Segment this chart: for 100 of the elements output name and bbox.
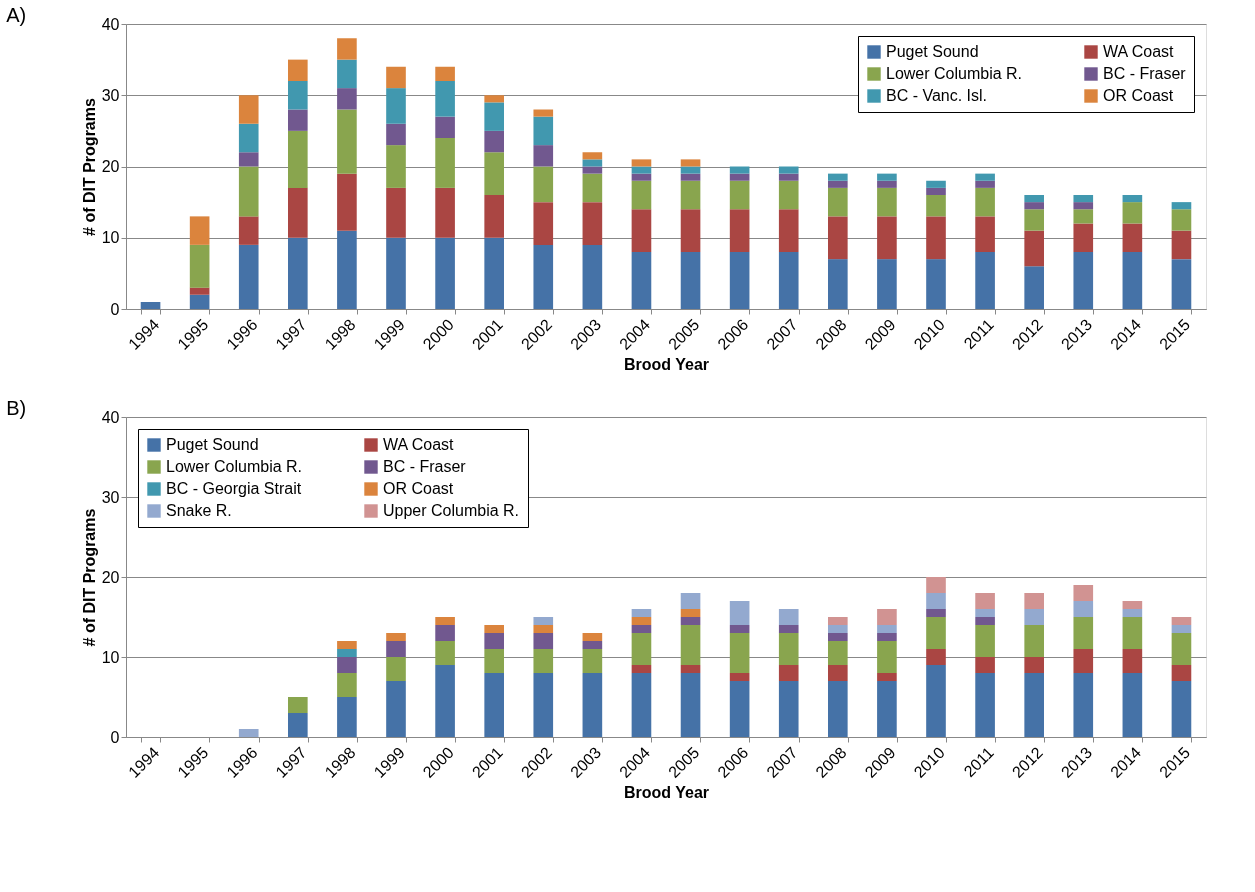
bar [631,665,652,673]
bar [533,617,554,625]
x-axis-title: Brood Year [623,355,710,373]
bar [778,209,799,252]
legend-label: Upper Columbia R. [383,502,520,519]
bar [189,244,210,288]
bar [484,673,504,737]
bar [1024,202,1044,210]
y-tick-label: 40 [101,15,120,33]
bar [533,166,554,203]
bar [975,173,995,181]
bar [484,152,504,195]
bar [533,202,554,245]
bar [1024,593,1044,609]
bar [778,681,799,737]
bar [582,673,603,737]
legend-label: Snake R. [166,502,232,519]
bar [435,138,455,188]
bar [484,95,504,103]
bar [877,609,897,625]
bar [337,697,357,737]
bar [337,230,357,309]
y-tick-label: 10 [101,229,120,247]
bar [1073,673,1094,737]
bar [435,116,455,138]
bar [1073,195,1094,203]
bar [877,216,897,260]
bar [1024,230,1044,267]
bar [337,88,357,110]
bar [1073,617,1094,649]
bar [1171,681,1192,737]
bar [680,180,701,210]
bar [1122,252,1143,309]
bar [484,633,504,649]
bar [1122,609,1143,617]
bar [337,109,357,174]
bar [1171,230,1192,260]
bar [1171,209,1192,231]
bar [926,609,946,617]
bar [1122,617,1143,649]
bar [533,116,554,146]
bar [1024,625,1044,657]
bar [680,159,701,167]
y-tick-label: 10 [101,648,120,666]
bar [631,209,652,252]
legend-label: OR Coast [383,480,454,497]
bar [582,202,603,245]
legend-label: Puget Sound [166,436,259,453]
bar [975,617,995,625]
bar [778,609,799,625]
y-tick-label: 0 [110,728,120,746]
bar [828,259,848,309]
bar [533,673,554,737]
bar [533,244,554,309]
bar [189,287,210,295]
bar [778,166,799,174]
bar [238,166,259,217]
bar [1024,195,1044,203]
bar [680,209,701,252]
bar [1122,195,1143,203]
bar [386,187,406,238]
bar [386,237,406,309]
bar [484,102,504,131]
bar [386,633,406,641]
bar [386,681,406,737]
bar [680,593,701,609]
bar [877,173,897,181]
bar [926,187,946,195]
bar [238,244,259,309]
bar [631,180,652,210]
bar [435,625,455,641]
bar [877,673,897,681]
bar [729,252,750,309]
bar [680,673,701,737]
bar [582,159,603,167]
y-tick-label: 30 [101,86,120,104]
bar [828,681,848,737]
bar [337,641,357,649]
bar [189,294,210,309]
bar [975,609,995,617]
legend-label: Lower Columbia R. [886,65,1023,82]
bar [828,617,848,625]
bar [680,173,701,181]
bar [582,166,603,174]
bar [238,216,259,245]
bar [386,123,406,146]
bar [828,180,848,188]
bar [1171,625,1192,633]
bar [238,95,259,124]
bar [1122,202,1143,224]
bar [533,633,554,649]
bar [975,187,995,217]
bar [828,173,848,181]
y-tick-label: 20 [101,568,120,586]
bar [1122,673,1143,737]
bar [337,38,357,60]
bar [484,649,504,673]
bar [778,633,799,665]
bar [729,601,750,625]
bar [1073,202,1094,210]
